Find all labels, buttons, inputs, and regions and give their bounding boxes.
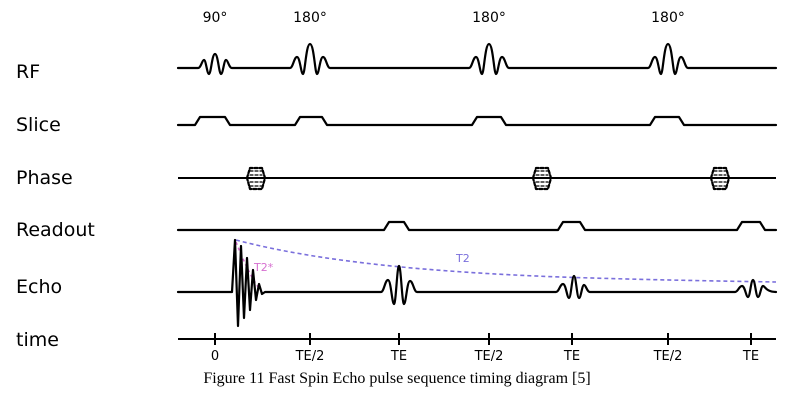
echo-signal-waveform: T2 T2* (176, 238, 778, 328)
time-tick-label: TE/2 (295, 349, 325, 364)
echo-baseline-with-signals (176, 238, 778, 328)
t2-decay-curve (235, 239, 777, 283)
refocus-pulse-label-1: 180° (293, 10, 327, 26)
figure-caption: Figure 11 Fast Spin Echo pulse sequence … (203, 370, 591, 387)
time-tick-label: TE (742, 349, 759, 364)
readout-row-label: Readout (16, 219, 95, 241)
rf-baseline-with-pulses (176, 42, 778, 76)
time-axis: 0 TE/2 TE TE/2 TE TE/2 TE (178, 333, 776, 364)
time-tick-label: TE (390, 349, 407, 364)
refocus-pulse-label-3: 180° (651, 10, 685, 26)
time-tick-label: 0 (211, 349, 219, 364)
slice-gradient-waveform (176, 115, 778, 127)
time-tick-label: TE/2 (653, 349, 683, 364)
phase-encode-blip-3 (709, 166, 731, 191)
time-row-label: time (16, 329, 59, 351)
phase-row-label: Phase (16, 167, 73, 189)
t2star-label: T2* (253, 261, 274, 274)
pulse-sequence-diagram: RF Slice Phase Readout Echo time 90° 180… (16, 10, 778, 364)
rf-waveform (176, 42, 778, 76)
excitation-pulse-label: 90° (203, 10, 228, 26)
echo-row-label: Echo (16, 276, 62, 298)
slice-row-label: Slice (16, 114, 61, 136)
phase-gradient-waveform (178, 166, 776, 191)
time-tick-label: TE (563, 349, 580, 364)
t2-label: T2 (455, 252, 470, 265)
slice-baseline-with-lobes (176, 115, 778, 127)
refocus-pulse-label-2: 180° (472, 10, 506, 26)
readout-gradient-waveform (176, 220, 778, 232)
time-tick-label: TE/2 (474, 349, 504, 364)
phase-encode-blip-1 (245, 166, 267, 191)
readout-baseline-with-lobes (176, 220, 778, 232)
time-ticks: 0 TE/2 TE TE/2 TE TE/2 TE (211, 333, 759, 364)
rf-row-label: RF (16, 61, 40, 83)
phase-encode-blip-2 (531, 166, 553, 191)
